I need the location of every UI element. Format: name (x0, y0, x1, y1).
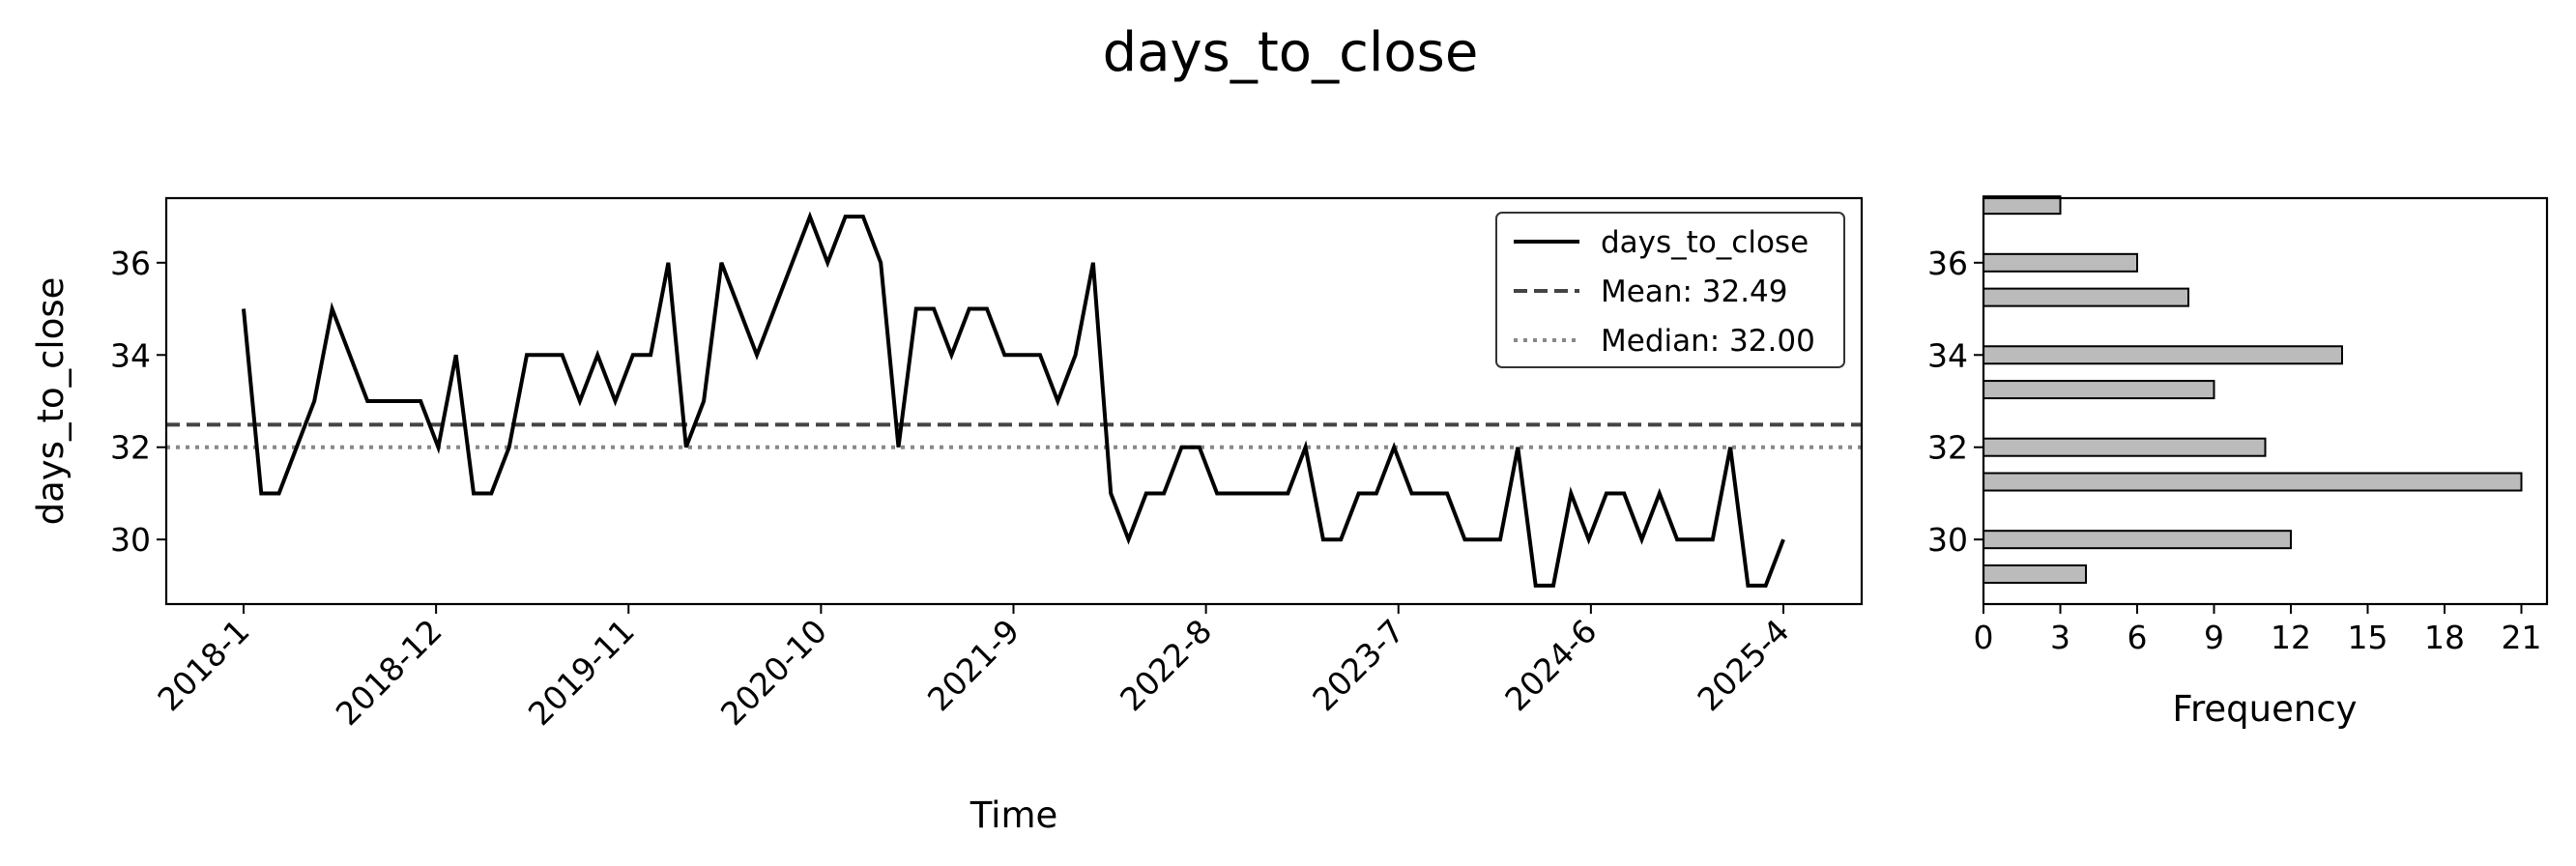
line-x-tick-label: 2018-1 (150, 612, 256, 718)
histogram-x-tick-label: 21 (2502, 619, 2542, 656)
histogram-frame (1982, 196, 2549, 606)
histogram-bars (1983, 195, 2523, 584)
line-chart: 2018-1 2018-12 2019-11 2020-10 2021-9 2022-8 2… (30, 196, 1864, 836)
histogram-bar (1983, 530, 2292, 550)
line-y-tick-label: 34 (110, 336, 151, 374)
histogram-x-tick-label: 6 (2127, 619, 2148, 656)
histogram-y-tick-label: 32 (1927, 429, 1968, 467)
histogram-bar (1983, 437, 2267, 457)
line-y-ticks: 30 32 34 36 (110, 245, 166, 559)
histogram-x-tick-label: 0 (1974, 619, 1994, 656)
line-x-axis-label: Time (970, 794, 1058, 836)
histogram-x-tick-label: 3 (2050, 619, 2070, 656)
line-y-tick-label: 32 (110, 429, 151, 467)
line-y-tick-label: 30 (110, 521, 151, 559)
histogram-bar (1983, 252, 2138, 273)
histogram-x-tick-label: 15 (2348, 619, 2388, 656)
histogram-bar (1983, 345, 2343, 365)
histogram-y-ticks: 30 32 34 36 (1927, 245, 1983, 559)
legend-label-median: Median: 32.00 (1601, 324, 1815, 359)
line-x-tick-label: 2025-4 (1690, 612, 1796, 718)
line-x-tick-label: 2024-6 (1497, 612, 1604, 718)
histogram-x-axis-label: Frequency (2172, 688, 2357, 730)
line-x-tick-label: 2021-9 (920, 612, 1027, 718)
line-x-tick-label: 2019-11 (521, 612, 642, 733)
legend-label-mean: Mean: 32.49 (1601, 274, 1788, 309)
histogram-x-ticks: 0 3 6 9 12 15 18 21 (1974, 604, 2542, 656)
series-line-days-to-close (242, 211, 1785, 588)
histogram-bar (1983, 287, 2189, 307)
histogram-bar (1983, 563, 2087, 584)
line-x-tick-label: 2020-10 (713, 612, 834, 733)
line-y-tick-label: 36 (110, 245, 151, 282)
histogram-y-tick-label: 30 (1927, 521, 1968, 559)
histogram-x-tick-label: 9 (2204, 619, 2224, 656)
chart-title: days_to_close (1103, 21, 1479, 84)
line-y-axis-label: days_to_close (30, 277, 72, 526)
legend-box (1495, 212, 1845, 368)
histogram-x-tick-label: 12 (2271, 619, 2311, 656)
line-x-ticks: 2018-1 2018-12 2019-11 2020-10 2021-9 2022-8 2… (150, 604, 1797, 733)
line-x-tick-label: 2018-12 (329, 612, 449, 733)
line-x-tick-label: 2023-7 (1305, 612, 1411, 718)
legend-label-series: days_to_close (1601, 225, 1809, 260)
histogram-bar (1983, 380, 2215, 400)
histogram-y-tick-label: 36 (1927, 245, 1968, 282)
histogram-y-tick-label: 34 (1927, 336, 1968, 374)
line-x-tick-label: 2022-8 (1113, 612, 1219, 718)
line-plot-area (166, 211, 1862, 588)
histogram-x-tick-label: 18 (2424, 619, 2465, 656)
legend: days_to_close Mean: 32.49 Median: 32.00 (1495, 212, 1845, 368)
histogram-bar (1983, 472, 2523, 492)
